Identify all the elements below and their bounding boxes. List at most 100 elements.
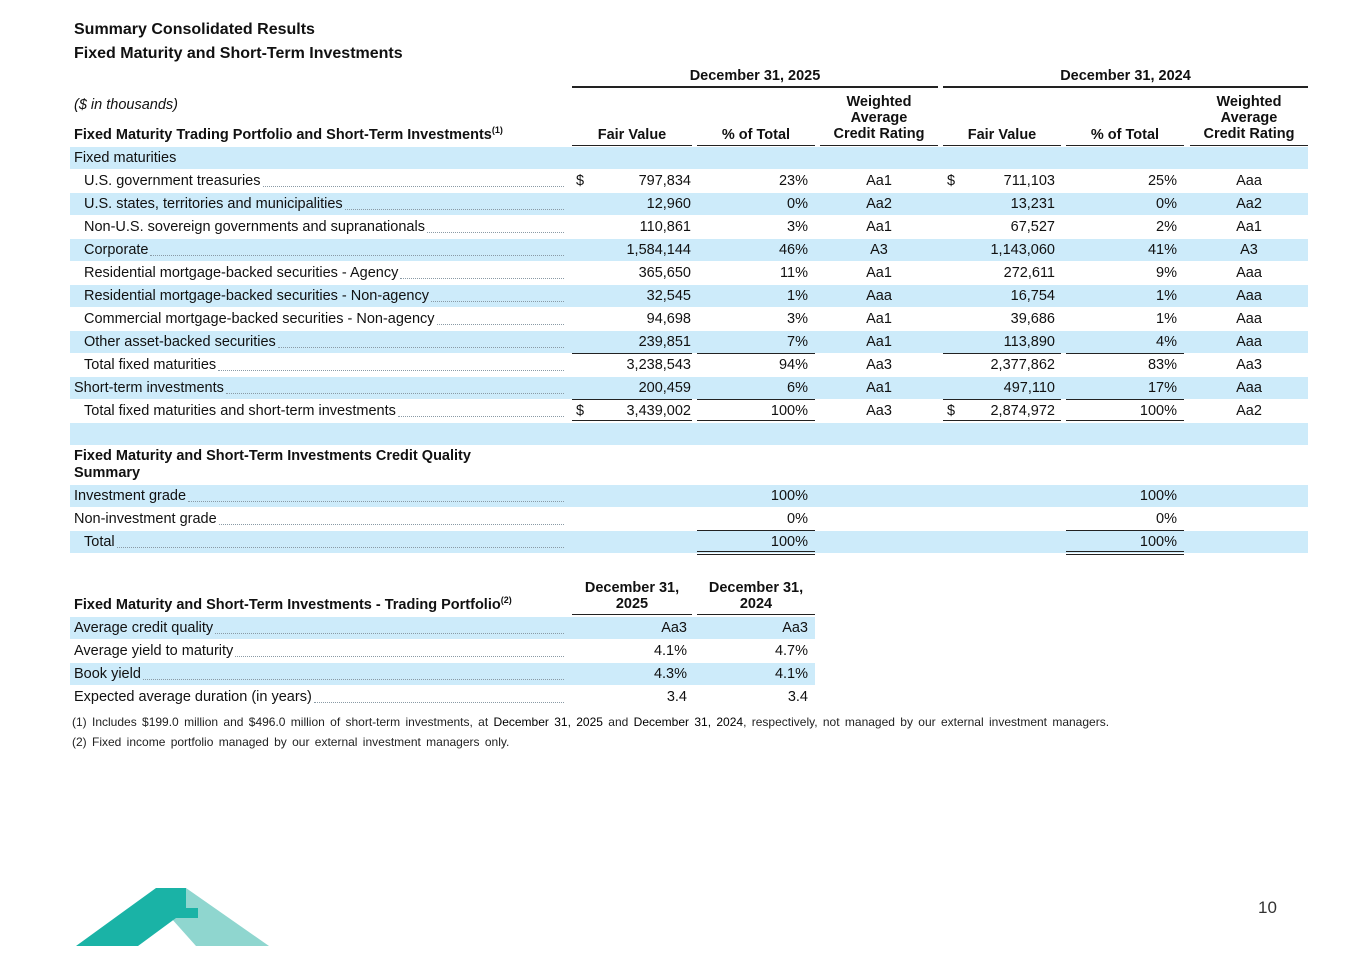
fair-value-2024: 2,874,972 [990,403,1055,419]
fair-value-2025: 110,861 [639,219,691,235]
subtotal-line [943,353,1061,354]
pct-total-2024: 17% [1147,380,1177,396]
page-number: 10 [1258,898,1277,917]
row-label: Total [84,531,568,553]
pct-total-2024: 83% [1147,357,1177,373]
fair-value-2024: 497,110 [1003,380,1055,396]
fair-value-2024: 2,377,862 [990,357,1055,373]
rating-2025: Aa1 [866,173,892,189]
leader-dots [235,655,564,657]
pct-total-2024: 41% [1147,242,1177,258]
leader-dots [150,254,564,256]
value-2024: 3.4 [787,689,808,705]
rating-2025: Aa3 [866,357,892,373]
row-label-text: Non-investment grade [74,511,217,527]
table3-col-2025: December 31, 2025 [572,580,692,612]
fair-value-2024: 16,754 [1010,288,1055,304]
currency-symbol: $ [947,173,956,189]
logo-dark-shape [76,888,198,946]
table-row: Average credit quality Aa3 Aa3 [70,617,815,639]
col-rating-line1: Weighted [1216,94,1282,110]
pct-total-2025: 6% [787,380,808,396]
row-label-text: Book yield [74,666,141,682]
period-underline-2025 [572,86,938,88]
fair-value-2025: 365,650 [638,265,691,281]
rating-2025: Aaa [866,288,892,304]
pct-total-2024: 1% [1156,288,1177,304]
footnote-1-and: and [608,715,629,729]
table-row: U.S. government treasuries $797,834 23% Aa1… [70,170,1308,192]
fair-value-2025: 94,698 [646,311,691,327]
pct-total-2024: 4% [1156,334,1177,350]
fair-value-2025: 797,834 [638,173,691,189]
row-label: Expected average duration (in years) [74,686,568,708]
fair-value-2024: 39,686 [1010,311,1055,327]
section-label: Fixed maturities [74,150,177,166]
row-label-text: Residential mortgage-backed securities -… [84,288,429,304]
leader-dots [313,701,564,703]
rating-2024: Aaa [1236,380,1262,396]
leader-dots [142,678,564,680]
row-label: Other asset-backed securities [84,331,568,353]
period-underline-2024 [943,86,1308,88]
col-pct-total-2025: % of Total [721,127,791,143]
pct-total-2024: 25% [1147,173,1177,189]
rating-2024: Aaa [1236,173,1262,189]
total-line-top [1066,399,1184,400]
fair-value-2025: 3,439,002 [626,403,691,419]
fair-value-2025: 239,851 [638,334,691,350]
pct-2025: 100% [770,488,808,504]
table-row: Short-term investments 200,459 6% Aa1 497,11… [70,377,1308,399]
pct-total-2025: 46% [778,242,808,258]
table2-header: Fixed Maturity and Short-Term Investment… [74,448,471,482]
col-underline [572,614,692,615]
leader-dots [116,546,564,548]
pct-2024: 100% [1139,488,1177,504]
company-logo [76,888,269,946]
rating-2024: Aa3 [1236,357,1262,373]
footnote-ref-2: (2) [500,595,512,605]
row-label: Short-term investments [74,377,568,399]
pct-total-2025: 11% [780,265,808,281]
rating-2024: Aaa [1236,311,1262,327]
row-label-text: Non-U.S. sovereign governments and supra… [84,219,425,235]
row-label-text: Residential mortgage-backed securities -… [84,265,399,281]
rating-2025: Aa2 [866,196,892,212]
row-label-text: Total fixed maturities and short-term in… [84,403,396,419]
pct-2025: 100% [770,534,808,550]
rating-2024: Aaa [1236,288,1262,304]
col-underline [572,145,692,146]
pct-total-2024: 2% [1156,219,1177,235]
row-label: Non-investment grade [74,508,568,530]
value-2025: Aa3 [661,620,687,636]
col-rating-line3: Credit Rating [833,126,925,142]
footnote-2: (2) Fixed income portfolio managed by ou… [72,735,510,749]
rating-2025: Aa1 [866,219,892,235]
fair-value-2025: 32,545 [646,288,691,304]
total-double-line [697,551,815,555]
table3-col-2024-line1: December 31, [708,580,804,596]
fair-value-2025: 1,584,144 [626,242,691,258]
pct-total-2025: 3% [787,219,808,235]
rating-2024: A3 [1240,242,1258,258]
leader-dots [225,392,564,394]
pct-total-2025: 94% [778,357,808,373]
row-label: Non-U.S. sovereign governments and supra… [84,216,568,238]
pct-2024: 100% [1139,534,1177,550]
row-label-text: Other asset-backed securities [84,334,276,350]
table3-col-2025-line2: 2025 [615,596,649,612]
row-label: Corporate [84,239,568,261]
subtotal-line [572,353,692,354]
table-row: Total fixed maturities 3,238,543 94% Aa3 2,3… [70,354,1308,376]
pct-total-2025: 0% [787,196,808,212]
total-line-top [572,399,692,400]
fair-value-2024: 272,611 [1003,265,1055,281]
row-label: Average yield to maturity [74,640,568,662]
pct-2025: 0% [787,511,808,527]
leader-dots [436,323,564,325]
table-row: Book yield 4.3% 4.1% [70,663,815,685]
leader-dots [215,632,564,634]
table-row: Total fixed maturities and short-term in… [70,400,1308,422]
rating-2024: Aa2 [1236,196,1262,212]
footnote-1: (1) Includes $199.0 million and $496.0 m… [72,715,1109,729]
